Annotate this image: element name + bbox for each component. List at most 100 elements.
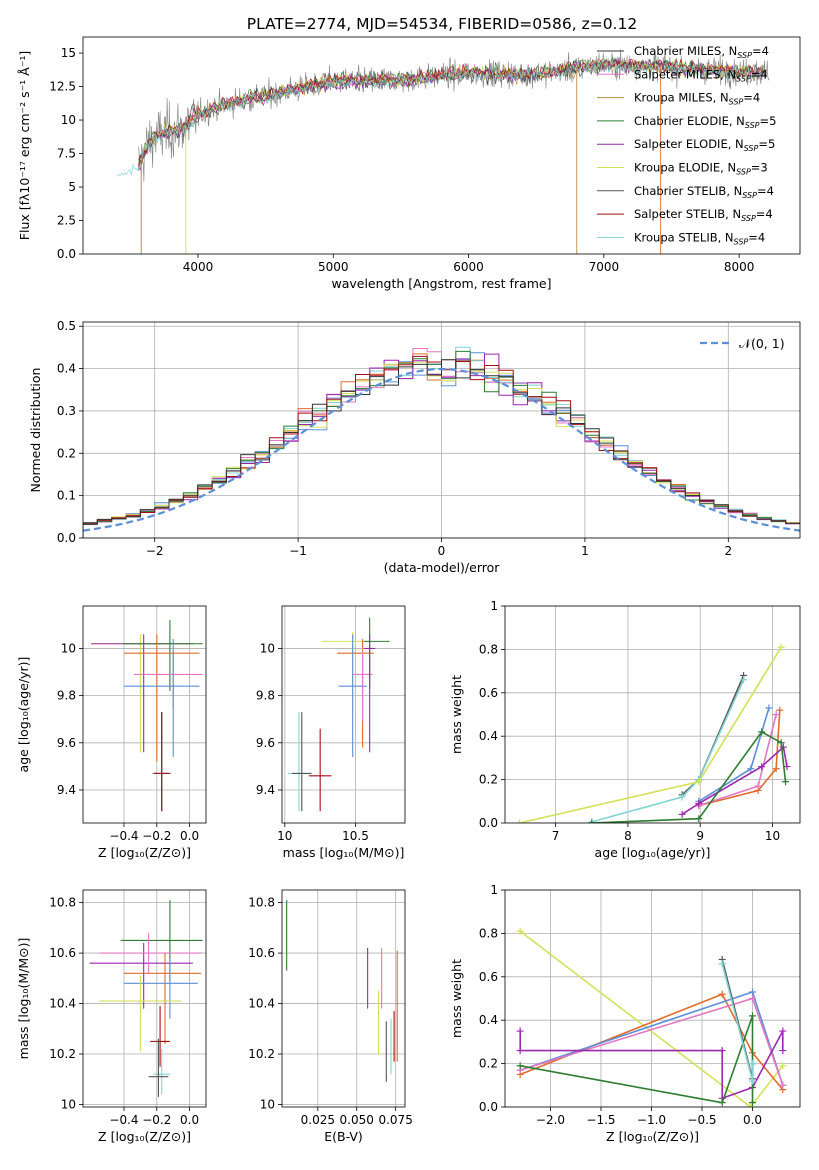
x-tick-label: 10 xyxy=(765,829,780,843)
y-tick-label: 0.6 xyxy=(479,686,498,700)
y-axis-label: Normed distribution xyxy=(28,368,43,493)
y-axis-label: Flux [fλ10⁻¹⁷ erg cm⁻² s⁻¹ Å⁻¹] xyxy=(17,51,32,240)
mass-vs-EBV-plot-area xyxy=(282,890,405,1107)
weight-marker xyxy=(772,711,780,718)
y-tick-label: 10.6 xyxy=(248,946,275,960)
age-vs-mass-frame xyxy=(281,605,406,824)
y-tick-label: 0.0 xyxy=(479,1100,498,1114)
y-tick-label: 10 xyxy=(61,1097,76,1111)
errorbar-point xyxy=(148,1038,169,1097)
y-tick-label: 9.4 xyxy=(57,783,76,797)
weight-vs-Z-plot-area xyxy=(505,890,800,1107)
errorbar-point xyxy=(124,634,200,762)
spectrum-frame xyxy=(82,36,801,255)
mass-weight-vs-metallicity-panel: −2.0 −1.5 −1.0 −0.5 0.0 0.0 0.2 0.4 0.6 0.8 1 Z [lo… xyxy=(449,883,801,1144)
x-tick-label: 0.025 xyxy=(301,1113,335,1127)
y-tick-label: 10.4 xyxy=(49,997,76,1011)
model-spectrum-line xyxy=(116,58,767,177)
x-tick-label: 7 xyxy=(552,829,560,843)
weight-marker xyxy=(772,765,780,773)
errorbar-point xyxy=(150,1006,170,1067)
errorbar-point xyxy=(124,620,203,691)
x-tick-label: 0.050 xyxy=(340,1113,374,1127)
legend-label: Kroupa STELIB, NSSP=4 xyxy=(634,230,765,246)
x-tick-label: −0.5 xyxy=(687,1113,716,1127)
x-tick-label: −0.4 xyxy=(109,829,138,843)
weight-marker xyxy=(758,763,766,771)
weight-marker xyxy=(515,819,523,823)
weight-marker xyxy=(749,1099,757,1107)
y-tick-label: 0.4 xyxy=(57,362,76,376)
weight-marker xyxy=(749,1060,757,1068)
x-tick-label: −0.2 xyxy=(142,829,171,843)
x-axis-label: age [log₁₀(age/yr)] xyxy=(595,845,711,860)
legend-label: Chabrier ELODIE, NSSP=5 xyxy=(634,114,776,130)
errorbar-point xyxy=(287,712,308,812)
residuals-panel: −2 −1 0 1 2 0.0 0.1 0.2 0.3 0.4 0.5 (data-model)/er… xyxy=(28,319,801,575)
x-tick-label: −2 xyxy=(146,544,164,558)
weight-marker xyxy=(754,782,762,790)
y-tick-label: 9.4 xyxy=(256,783,275,797)
weight-marker xyxy=(749,988,757,996)
age-vs-Z-frame xyxy=(82,605,207,824)
weight-series-line xyxy=(698,710,781,807)
x-tick-label: −0.2 xyxy=(142,1113,171,1127)
y-tick-label: 9.8 xyxy=(57,689,76,703)
residual-histogram xyxy=(83,359,800,538)
x-tick-label: 0.0 xyxy=(743,1113,762,1127)
y-tick-label: 9.8 xyxy=(256,689,275,703)
x-tick-label: 0.0 xyxy=(180,1113,199,1127)
weight-marker xyxy=(718,1047,726,1055)
y-tick-label: 0.0 xyxy=(57,531,76,545)
y-tick-label: 0.3 xyxy=(57,404,76,418)
legend-label: Chabrier MILES, NSSP=4 xyxy=(634,44,769,60)
weight-marker xyxy=(765,704,773,712)
y-axis-label: age [log₁₀(age/yr)] xyxy=(16,657,31,773)
errorbar-point xyxy=(99,975,182,1052)
mass-vs-Z-plot-area xyxy=(83,890,206,1107)
errorbar-point xyxy=(120,900,203,981)
x-axis-label: (data-model)/error xyxy=(384,560,501,575)
weight-marker xyxy=(678,793,686,801)
y-tick-label: 10 xyxy=(61,113,76,127)
weight-series xyxy=(588,728,790,823)
weight-marker xyxy=(516,1062,524,1070)
weight-marker xyxy=(718,1099,726,1107)
x-tick-label: 6000 xyxy=(453,260,484,274)
weight-marker xyxy=(749,1077,757,1085)
weight-marker xyxy=(588,819,596,823)
y-tick-label: 0.4 xyxy=(479,729,498,743)
errorbar-point xyxy=(124,953,202,1044)
y-tick-label: 1 xyxy=(490,599,498,613)
y-tick-label: 10.8 xyxy=(49,896,76,910)
weight-marker xyxy=(779,1062,787,1070)
x-tick-label: 0.075 xyxy=(378,1113,412,1127)
weight-series xyxy=(515,643,785,823)
errorbar-point xyxy=(91,634,193,753)
weight-marker xyxy=(678,810,686,818)
y-axis-label: mass [log₁₀(M/M⊙)] xyxy=(16,938,31,1060)
weight-marker xyxy=(779,1027,787,1035)
y-tick-label: 10.2 xyxy=(248,1047,275,1061)
y-tick-label: 0.2 xyxy=(479,773,498,787)
residuals-frame xyxy=(82,321,801,539)
y-tick-label: 9.6 xyxy=(57,736,76,750)
x-axis-label: E(B-V) xyxy=(324,1129,363,1144)
y-tick-label: 10.6 xyxy=(49,946,76,960)
x-axis-label: Z [log₁₀(Z/Z⊙)] xyxy=(98,1129,191,1144)
y-tick-label: 9.6 xyxy=(256,736,275,750)
errorbar-point xyxy=(153,1048,170,1095)
y-axis-label: mass weight xyxy=(449,675,464,754)
y-tick-label: 7.5 xyxy=(57,147,76,161)
weight-marker xyxy=(740,676,748,684)
weight-marker xyxy=(758,728,766,736)
x-tick-label: 2 xyxy=(724,544,732,558)
weight-series xyxy=(516,927,787,1107)
x-tick-label: 10.5 xyxy=(342,829,369,843)
weight-marker xyxy=(718,990,726,998)
weight-series-line xyxy=(519,930,784,1107)
x-axis-label: wavelength [Angstrom, rest frame] xyxy=(331,276,551,291)
weight-marker xyxy=(777,643,785,651)
errorbar-point xyxy=(89,942,193,1009)
weight-series xyxy=(695,704,773,805)
